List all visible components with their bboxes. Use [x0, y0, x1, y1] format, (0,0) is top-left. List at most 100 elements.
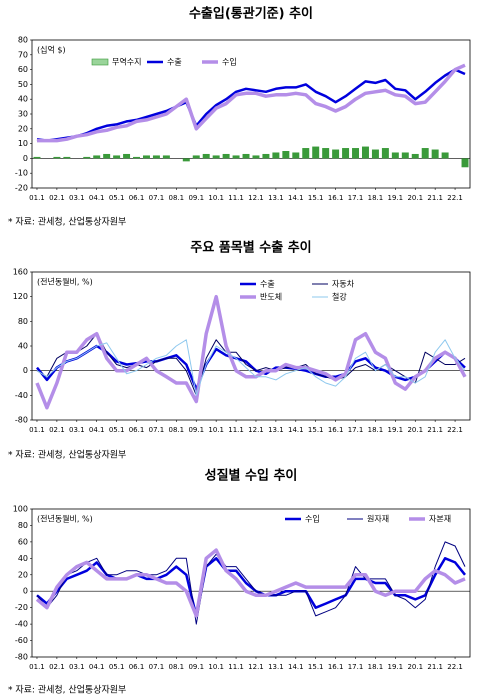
x-tick-label: 13.1: [268, 426, 284, 434]
x-tick-label: 01.1: [29, 194, 45, 202]
bar: [352, 148, 360, 159]
bar: [272, 152, 280, 159]
bar: [162, 155, 170, 159]
x-tick-label: 04.1: [89, 426, 105, 434]
y-tick-label: -40: [15, 391, 28, 400]
y-tick-label: 60: [18, 65, 28, 74]
x-tick-label: 05.1: [109, 194, 125, 202]
legend-label: 수출: [260, 279, 275, 289]
source-note: * 자료: 관세청, 산업통상자원부: [8, 450, 126, 461]
bar: [421, 148, 429, 159]
bar: [401, 152, 409, 159]
y-tick-label: 40: [18, 95, 28, 104]
series-line: [37, 63, 466, 143]
y-tick-label: 20: [18, 570, 28, 579]
y-tick-label: 70: [18, 50, 28, 59]
y-tick-label: -10: [15, 169, 28, 178]
x-tick-label: 06.1: [129, 426, 145, 434]
x-tick-label: 16.1: [328, 663, 344, 671]
series-line: [35, 548, 466, 618]
x-tick-label: 08.1: [169, 426, 185, 434]
bar: [322, 148, 330, 159]
x-tick-label: 09.1: [188, 194, 204, 202]
x-tick-label: 20.1: [407, 426, 423, 434]
x-tick-label: 15.1: [308, 194, 324, 202]
y-tick-label: 80: [18, 36, 28, 45]
y-tick-label: 100: [13, 505, 28, 514]
bar: [461, 158, 469, 168]
x-tick-label: 13.1: [268, 194, 284, 202]
legend-label: 수입: [222, 58, 237, 67]
legend-label: 수출: [167, 57, 182, 67]
y-tick-label: 0: [23, 154, 28, 163]
source-note: * 자료: 관세청, 산업통상자원부: [8, 217, 126, 228]
x-tick-label: 10.1: [208, 194, 224, 202]
series-line: [36, 333, 466, 396]
x-tick-label: 12.1: [248, 426, 264, 434]
series-line: [36, 557, 466, 618]
bar: [182, 158, 190, 162]
x-tick-label: 15.1: [308, 426, 324, 434]
y-tick-label: -80: [15, 653, 28, 662]
unit-label: (전년동월비, %): [37, 514, 93, 524]
y-tick-label: 60: [18, 537, 28, 546]
x-tick-label: 01.1: [29, 426, 45, 434]
bar: [113, 155, 121, 159]
bar: [431, 149, 439, 159]
x-tick-label: 11.1: [228, 194, 244, 202]
x-tick-label: 10.1: [208, 663, 224, 671]
x-tick-label: 18.1: [368, 194, 384, 202]
legend-label: 자동차: [332, 280, 355, 289]
x-tick-label: 21.1: [427, 194, 443, 202]
x-tick-label: 03.1: [69, 194, 85, 202]
y-tick-label: 20: [18, 124, 28, 133]
x-tick-label: 02.1: [49, 663, 65, 671]
x-tick-label: 07.1: [149, 194, 165, 202]
x-tick-label: 02.1: [49, 194, 65, 202]
x-tick-label: 16.1: [328, 194, 344, 202]
x-tick-label: 05.1: [109, 426, 125, 434]
y-tick-label: 40: [18, 554, 28, 563]
x-tick-label: 14.1: [288, 194, 304, 202]
y-tick-label: 30: [18, 110, 28, 119]
unit-label: (전년동월비, %): [37, 277, 93, 287]
bar: [192, 155, 200, 159]
x-tick-label: 22.1: [447, 663, 463, 671]
x-tick-label: 12.1: [248, 663, 264, 671]
x-tick-label: 09.1: [188, 663, 204, 671]
x-tick-label: 09.1: [188, 426, 204, 434]
x-tick-label: 05.1: [109, 663, 125, 671]
x-tick-label: 14.1: [288, 663, 304, 671]
bar: [63, 156, 71, 159]
x-tick-label: 10.1: [208, 426, 224, 434]
legend-label: 수입: [305, 515, 320, 524]
y-tick-label: 160: [13, 268, 28, 277]
x-tick-label: 17.1: [348, 194, 364, 202]
x-tick-label: 03.1: [69, 663, 85, 671]
y-tick-label: 80: [18, 521, 28, 530]
bar: [152, 155, 160, 159]
bar: [342, 148, 350, 159]
bar: [292, 152, 300, 159]
x-tick-label: 02.1: [49, 426, 65, 434]
x-tick-label: 17.1: [348, 426, 364, 434]
series-line: [36, 541, 466, 625]
x-tick-label: 22.1: [447, 426, 463, 434]
chart-title: 주요 품목별 수출 추이: [190, 240, 311, 256]
series-line: [36, 339, 466, 396]
x-tick-label: 11.1: [228, 663, 244, 671]
x-tick-label: 07.1: [149, 426, 165, 434]
y-tick-label: 0: [23, 366, 28, 375]
legend-swatch: [91, 58, 109, 66]
x-tick-label: 16.1: [328, 426, 344, 434]
bar: [212, 155, 220, 159]
bar: [142, 155, 150, 159]
chart-title: 성질별 수입 추이: [205, 468, 298, 484]
x-tick-label: 19.1: [388, 663, 404, 671]
bar: [361, 146, 369, 159]
bar: [371, 149, 379, 159]
x-tick-label: 21.1: [427, 663, 443, 671]
bar: [123, 153, 131, 159]
x-tick-label: 06.1: [129, 194, 145, 202]
